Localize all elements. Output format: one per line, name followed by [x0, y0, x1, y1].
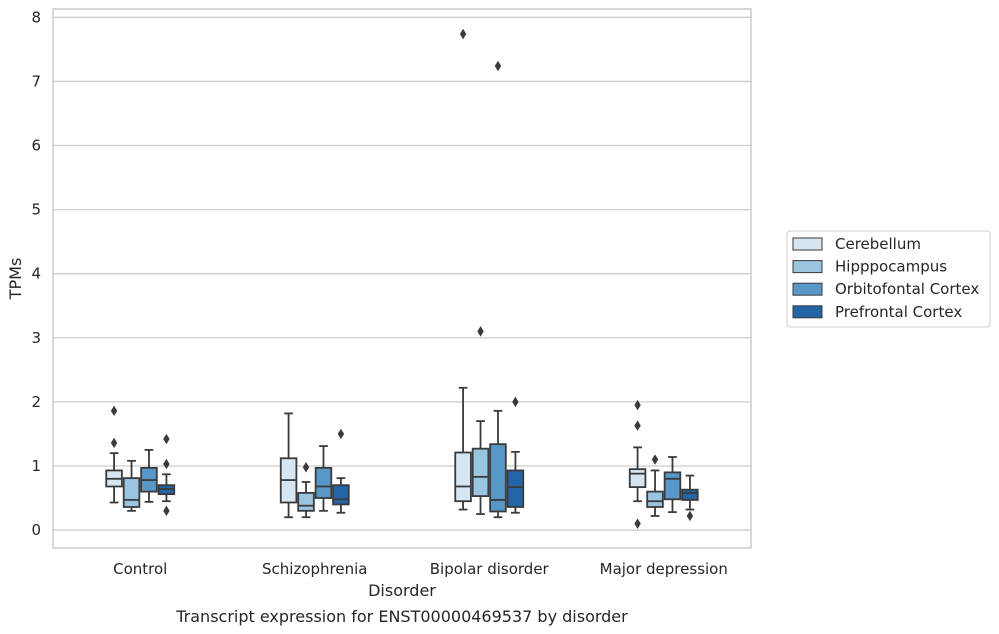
box-hipppocampus-3 — [471, 326, 490, 515]
x-tick-label-3: Bipolar disorder — [430, 560, 550, 578]
iqr-box — [663, 471, 682, 501]
iqr-box — [489, 443, 507, 513]
outlier-point — [477, 326, 484, 337]
y-tick-labels: 0 1 2 3 4 5 6 7 8 — [31, 8, 41, 539]
legend-frame — [786, 230, 991, 328]
legend: Cerebellum Hipppocampus Orbitofontal Corte… — [786, 230, 991, 328]
outlier-point — [459, 28, 467, 40]
x-tick-label-1: Control — [113, 560, 167, 578]
outlier-point — [686, 510, 694, 522]
x-tick-labels: Control Schizophrenia Bipolar disorder Majo… — [113, 560, 728, 578]
box-prefrontal-cortex-3 — [506, 396, 525, 514]
outlier-point — [634, 399, 641, 411]
y-tick-label-2: 2 — [31, 393, 41, 411]
box-hipppocampus-1 — [122, 459, 141, 512]
y-tick-label-8: 8 — [31, 8, 41, 26]
x-tick-label-2: Schizophrenia — [262, 560, 367, 578]
y-tick-label-5: 5 — [31, 201, 41, 219]
box-cerebellum-3 — [454, 28, 472, 511]
legend-swatch-cerebellum — [792, 237, 823, 251]
legend-swatch-orbitofontal-cortex — [792, 282, 823, 296]
iqr-box — [297, 491, 315, 512]
plot-area-frame — [52, 8, 752, 549]
iqr-box — [314, 466, 333, 499]
outlier-point — [651, 454, 659, 465]
box-orbitofontal-cortex-1 — [140, 449, 158, 503]
legend-label-orbitofontal-cortex: Orbitofontal Cortex — [835, 280, 979, 298]
box-layer — [105, 28, 699, 529]
box-prefrontal-cortex-2 — [332, 428, 350, 514]
legend-swatch-hipppocampus — [792, 260, 823, 274]
legend-label-cerebellum: Cerebellum — [835, 235, 921, 253]
outlier-point — [634, 420, 641, 431]
outlier-point — [302, 462, 310, 473]
x-axis-label: Disorder — [368, 581, 436, 600]
x-tick-label-4: Major depression — [600, 560, 728, 578]
legend-label-hipppocampus: Hipppocampus — [835, 258, 947, 276]
outlier-point — [110, 437, 118, 449]
iqr-box — [122, 477, 141, 508]
chart-caption: Transcript expression for ENST0000046953… — [175, 607, 628, 626]
outlier-point — [163, 458, 170, 470]
y-tick-label-0: 0 — [31, 521, 41, 539]
outlier-point — [337, 428, 345, 440]
legend-label-prefrontal-cortex: Prefrontal Cortex — [835, 303, 962, 321]
y-axis-label: TPMs — [6, 258, 25, 301]
box-cerebellum-4 — [628, 399, 647, 529]
box-prefrontal-cortex-4 — [681, 474, 699, 522]
box-orbitofontal-cortex-2 — [314, 445, 333, 512]
iqr-box — [506, 469, 525, 508]
box-cerebellum-1 — [105, 405, 123, 504]
iqr-box — [471, 447, 490, 497]
outlier-point — [494, 60, 502, 72]
box-prefrontal-cortex-1 — [157, 433, 176, 517]
y-tick-label-1: 1 — [31, 457, 41, 475]
outlier-point — [634, 518, 641, 529]
iqr-box — [454, 451, 472, 503]
outlier-point — [512, 396, 519, 408]
y-tick-label-6: 6 — [31, 137, 41, 155]
outlier-point — [163, 505, 170, 517]
iqr-box — [646, 490, 664, 508]
y-tick-label-4: 4 — [31, 265, 41, 283]
outlier-point — [110, 405, 118, 417]
iqr-box — [681, 488, 699, 501]
gridlines — [53, 16, 751, 531]
outlier-point — [163, 433, 170, 445]
box-orbitofontal-cortex-3 — [489, 60, 507, 519]
iqr-box — [628, 468, 647, 489]
y-tick-label-3: 3 — [31, 329, 41, 347]
box-hipppocampus-4 — [646, 454, 664, 517]
iqr-box — [332, 484, 350, 506]
box-hipppocampus-2 — [297, 462, 315, 519]
y-tick-label-7: 7 — [31, 72, 41, 90]
legend-swatch-prefrontal-cortex — [792, 305, 823, 319]
box-orbitofontal-cortex-4 — [663, 456, 682, 514]
box-cerebellum-2 — [279, 412, 298, 519]
